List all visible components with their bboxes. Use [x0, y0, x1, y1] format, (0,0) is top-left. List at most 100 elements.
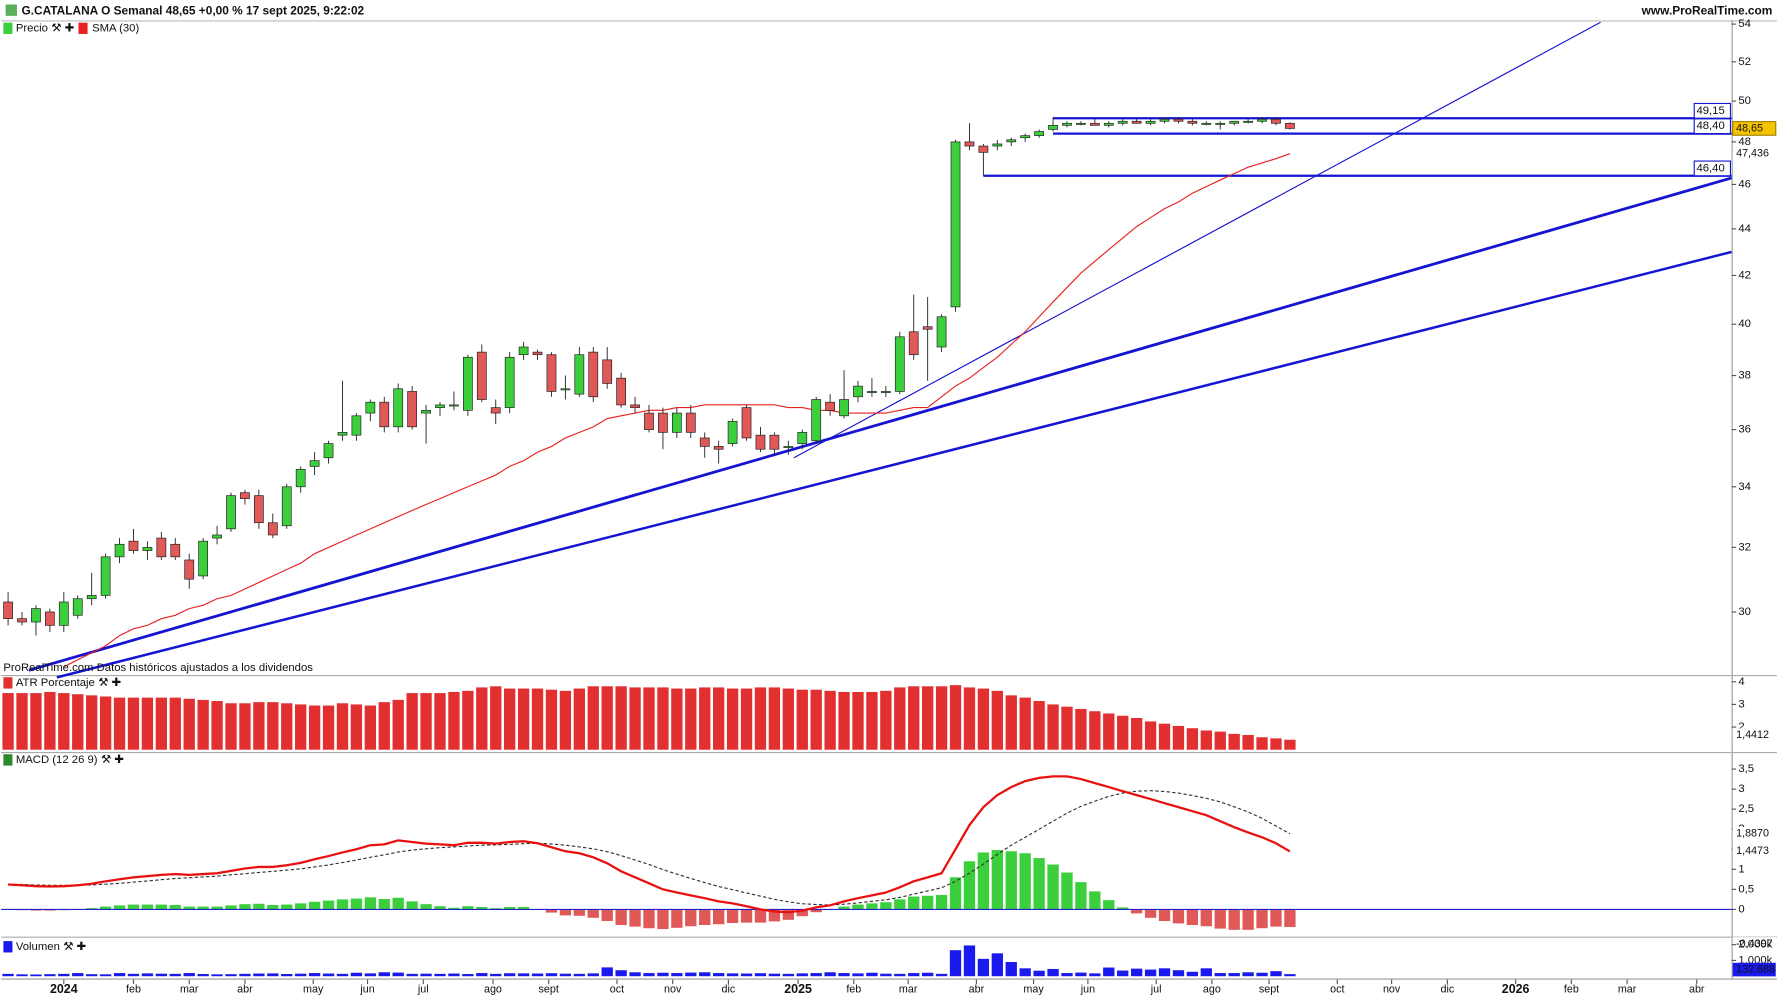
candle-body [295, 468, 306, 488]
histogram-bar [1047, 864, 1059, 910]
histogram-bar [267, 904, 279, 910]
bar [712, 687, 725, 750]
bar [434, 693, 446, 750]
bar [866, 972, 878, 977]
histogram-bar [1172, 909, 1185, 924]
x-tick-label: 2026 [1502, 982, 1530, 996]
x-tick-label: feb [1564, 984, 1579, 996]
histogram-bar [699, 909, 711, 926]
candle-body [435, 404, 445, 408]
bar [1117, 970, 1129, 977]
bar [1172, 725, 1185, 750]
bar [796, 689, 808, 750]
y-tick-label: 30 [1738, 606, 1751, 618]
candle-body [1173, 118, 1184, 122]
x-tick-label: jun [359, 984, 374, 996]
histogram-bar [935, 894, 948, 910]
legend-label: Precio [16, 22, 48, 34]
bar [866, 691, 878, 750]
candle-body [323, 443, 334, 459]
histogram-bar [991, 850, 1003, 910]
histogram-bar [378, 898, 390, 910]
candle-body [992, 143, 1003, 147]
candle-body [658, 412, 668, 433]
histogram-bar [1256, 909, 1268, 929]
bar [16, 693, 28, 750]
candle-body [518, 346, 529, 356]
bar [615, 686, 627, 750]
site: www.ProRealTime.com [1641, 3, 1773, 17]
bar [963, 687, 976, 750]
bar [16, 974, 28, 977]
bar [1103, 713, 1115, 750]
candle-body [853, 385, 863, 398]
x-tick-label: jul [1150, 984, 1162, 996]
bar [1075, 972, 1087, 977]
histogram-bar [295, 903, 307, 910]
bar [963, 945, 976, 977]
histogram-bar [559, 909, 572, 916]
y-tick-label: 3,5 [1738, 763, 1754, 775]
histogram-bar [740, 909, 753, 923]
x-tick-label: jul [417, 984, 429, 996]
candle-body [936, 316, 947, 348]
bar [462, 690, 474, 750]
bar [58, 973, 70, 977]
bar [838, 973, 850, 977]
bar [1061, 973, 1073, 977]
x-tick-label: sept [1259, 984, 1279, 996]
value-label: 1,8870 [1736, 828, 1769, 840]
legend-icons: ⚒ ✚ [63, 941, 86, 953]
bar [476, 973, 488, 977]
footnote: ProRealTime.com Datos históricos ajustad… [3, 662, 313, 674]
y-tick-label: 4 [1738, 676, 1744, 688]
y-tick-label: 48 [1738, 136, 1751, 148]
histogram-bar [1200, 909, 1212, 927]
candle-body [170, 543, 181, 558]
x-tick-label: sept [539, 984, 559, 996]
bar [908, 973, 920, 977]
value-label-box [1732, 962, 1776, 977]
level-label-box [1693, 118, 1732, 135]
bar [949, 950, 962, 977]
legend-icons: ⚒ ✚ [51, 22, 74, 34]
candle-body [1271, 118, 1281, 124]
candle-body [1062, 122, 1072, 126]
candle-body [811, 399, 822, 442]
bar [1172, 970, 1185, 977]
candle-body [198, 540, 209, 577]
candle-body [1006, 139, 1017, 143]
candle-body [713, 446, 724, 450]
candle-body [1215, 122, 1226, 125]
bar [824, 972, 836, 977]
bar [127, 697, 140, 750]
bar [197, 974, 209, 977]
histogram-bar [1228, 909, 1240, 930]
candle-body [783, 446, 794, 448]
bar [852, 691, 864, 750]
value-label-box [1732, 844, 1776, 859]
histogram-bar [782, 909, 794, 920]
histogram-bar [657, 909, 669, 930]
macd-line [8, 775, 1291, 914]
histogram-bar [1033, 858, 1045, 910]
histogram-bar [1186, 909, 1199, 926]
candle-body [950, 141, 961, 308]
level-label-box [1693, 160, 1732, 177]
candle-body [184, 559, 195, 580]
bar [908, 686, 920, 750]
x-tick-label: oct [1330, 984, 1344, 996]
candle-body [1117, 120, 1128, 124]
candle-body [114, 543, 125, 558]
histogram-bar [434, 906, 446, 910]
sma-line [63, 153, 1291, 668]
histogram-bar [86, 908, 98, 910]
bar [420, 693, 432, 750]
legend-swatch [3, 754, 13, 766]
bar [1214, 731, 1226, 750]
bar [615, 970, 627, 977]
candle-body [1187, 120, 1198, 124]
candle-body [421, 410, 431, 414]
histogram-bar [573, 909, 585, 916]
